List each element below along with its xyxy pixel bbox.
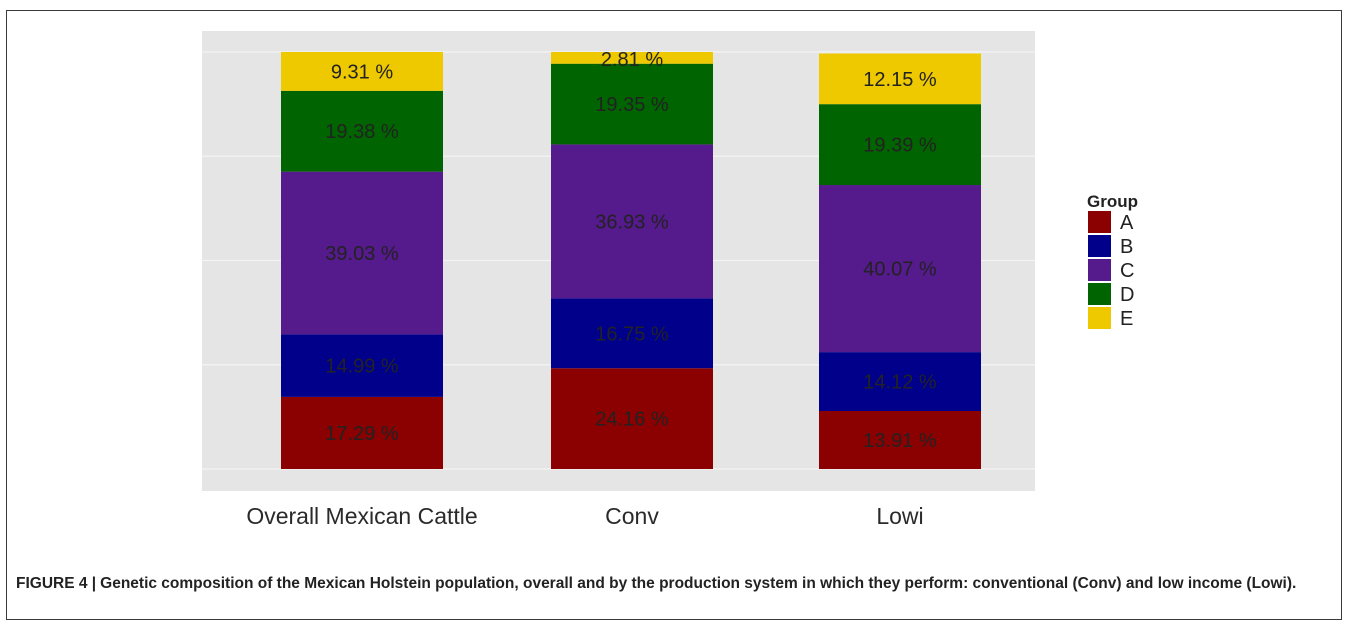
data-label: 19.39 % <box>863 135 937 157</box>
bar-segment-e <box>281 52 443 91</box>
bar-segment-d <box>551 63 713 145</box>
legend-label: A <box>1120 212 1134 234</box>
bar-segment-d <box>819 104 981 186</box>
bar-segment-d <box>281 90 443 172</box>
stacked-bar-chart: 17.29 % 14.99 % 39.03 % 19.38 % 9.31 % 24.16 … <box>202 31 1138 529</box>
figure-caption: FIGURE 4 | Genetic composition of the Mex… <box>16 573 1316 595</box>
legend-swatch-c <box>1088 259 1111 281</box>
legend-swatch-a <box>1088 211 1111 233</box>
bar-segment-a <box>819 410 981 469</box>
data-label: 2.81 % <box>601 49 663 71</box>
data-label: 19.38 % <box>325 121 399 143</box>
data-label: 9.31 % <box>331 61 393 83</box>
legend-title: Group <box>1087 192 1138 211</box>
x-tick-label: Conv <box>605 503 659 529</box>
bar-labels: 17.29 % 14.99 % 39.03 % 19.38 % 9.31 % 24.16 … <box>325 49 937 452</box>
data-label: 13.91 % <box>863 430 937 452</box>
bar-segment-b <box>819 352 981 411</box>
legend-swatch-e <box>1088 307 1111 329</box>
data-label: 12.15 % <box>863 69 937 91</box>
x-tick-label: Lowi <box>876 503 923 529</box>
data-label: 24.16 % <box>595 409 669 431</box>
bar-segment-a <box>551 368 713 469</box>
legend-label: E <box>1120 308 1133 330</box>
data-label: 40.07 % <box>863 259 937 281</box>
legend-swatch-b <box>1088 235 1111 257</box>
legend-swatch-d <box>1088 283 1111 305</box>
legend-label: D <box>1120 284 1134 306</box>
caption-label: FIGURE 4 | <box>16 575 97 592</box>
x-tick-label: Overall Mexican Cattle <box>246 503 477 529</box>
bar-segment-a <box>281 396 443 469</box>
legend-label: B <box>1120 236 1133 258</box>
data-label: 14.99 % <box>325 356 399 378</box>
data-label: 16.75 % <box>595 323 669 345</box>
caption-text: Genetic composition of the Mexican Holst… <box>100 575 1297 592</box>
data-label: 39.03 % <box>325 243 399 265</box>
bars <box>281 52 981 469</box>
bar-segment-e <box>551 52 713 64</box>
bar-segment-b <box>551 298 713 369</box>
data-label: 19.35 % <box>595 94 669 116</box>
data-label: 14.12 % <box>863 372 937 394</box>
bar-segment-c <box>281 171 443 335</box>
figure-frame <box>6 10 1342 620</box>
data-label: 36.93 % <box>595 211 669 233</box>
bar-segment-c <box>551 144 713 299</box>
data-label: 17.29 % <box>325 423 399 445</box>
x-tick-labels: Overall Mexican Cattle Conv Lowi <box>246 503 923 529</box>
legend-label: C <box>1120 260 1134 282</box>
bar-segment-e <box>819 53 981 105</box>
bar-segment-b <box>281 334 443 397</box>
bar-segment-c <box>819 185 981 353</box>
